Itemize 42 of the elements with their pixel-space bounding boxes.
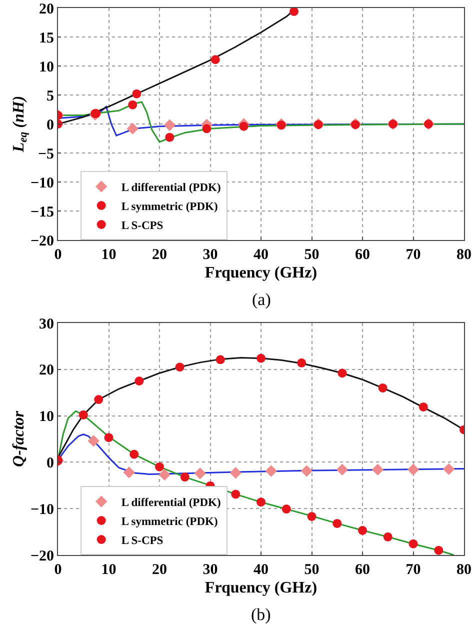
legend-label: L differential (PDK): [121, 496, 221, 509]
y-tick-label: −10: [30, 502, 54, 518]
y-tick-label: 20: [39, 1, 54, 18]
x-tick-label: 50: [304, 247, 320, 263]
x-tick-label: 70: [406, 247, 421, 263]
text: (b): [251, 605, 271, 624]
legend-label: L symmetric (PDK): [121, 200, 218, 213]
legend-label: L S-CPS: [121, 534, 164, 547]
x-tick-label: 80: [456, 562, 472, 578]
y-tick-label: 5: [46, 88, 54, 104]
x-tick-label: 80: [456, 247, 472, 263]
x-tick-label: 70: [406, 562, 421, 578]
text: (a): [252, 290, 271, 309]
legend-label: L differential (PDK): [121, 182, 221, 194]
x-tick-label: 40: [254, 247, 268, 263]
y-tick-label: −10: [30, 175, 54, 192]
y-tick-label: −20: [30, 233, 54, 250]
x-axis-title: Frquency (GHz): [204, 264, 318, 282]
y-tick-label: 0: [46, 455, 54, 472]
x-tick-label: 60: [355, 247, 370, 263]
y-tick-label: −20: [30, 548, 54, 564]
y-tick-label: 0: [46, 117, 54, 134]
x-tick-label: 30: [202, 247, 218, 263]
y-tick-label: 20: [39, 362, 54, 379]
x-axis-title: Frquency (GHz): [204, 580, 318, 597]
x-tick-label: 50: [304, 562, 320, 578]
y-tick-label: 10: [39, 59, 54, 76]
x-tick-label: 20: [152, 247, 167, 263]
y-tick-label: 15: [39, 30, 54, 46]
x-tick-label: 40: [254, 562, 268, 578]
y-tick-label: −5: [38, 146, 54, 162]
legend-label: L S-CPS: [121, 220, 164, 232]
y-tick-label: −15: [30, 204, 54, 220]
legend-label: L symmetric (PDK): [121, 516, 218, 528]
x-tick-label: 30: [202, 562, 218, 578]
x-tick-label: 60: [355, 562, 370, 578]
y-tick-label: 30: [39, 316, 54, 332]
x-tick-label: 10: [101, 562, 116, 578]
x-tick-label: 10: [101, 247, 116, 263]
y-axis-title: Q-factor: [10, 410, 28, 467]
y-tick-label: 10: [39, 409, 54, 426]
x-tick-label: 20: [152, 562, 167, 578]
